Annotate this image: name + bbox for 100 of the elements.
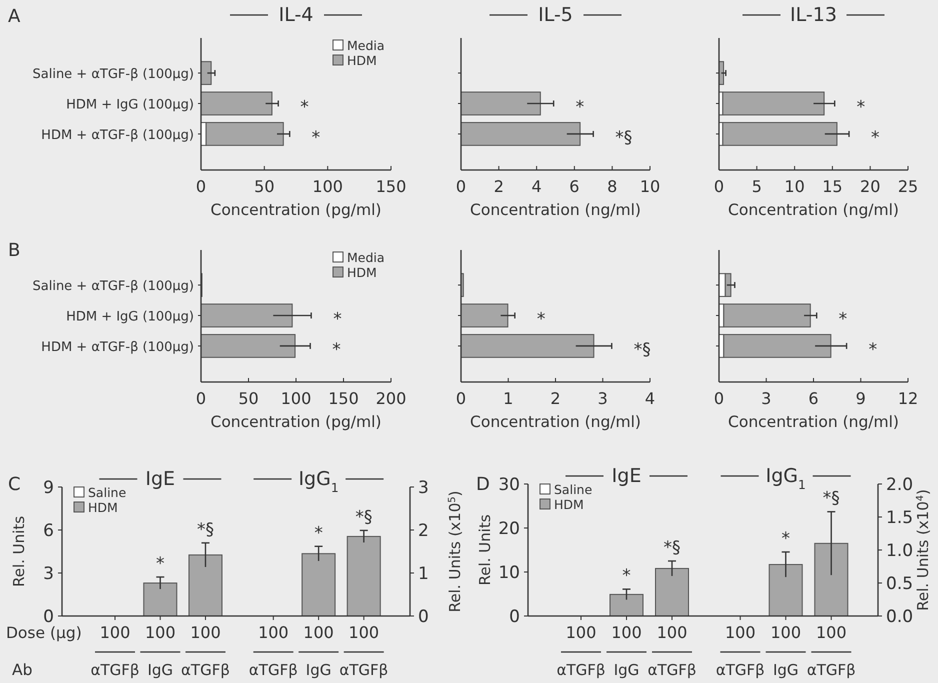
x-tick-label: 200	[376, 389, 406, 408]
x-tick-label: 25	[898, 177, 918, 196]
y2-tick-label: 2	[418, 521, 429, 541]
x-tick-label: 0	[714, 389, 724, 408]
chart-title: IgE	[145, 468, 176, 490]
x-tick-label: 100 αTGFβ	[248, 623, 298, 679]
x-tick-label: 4	[644, 389, 656, 408]
chart-subtitle: IgG$_{1}$	[298, 468, 339, 495]
text: A	[8, 6, 21, 27]
legend-label: HDM	[347, 53, 377, 68]
x-axis-title: Concentration (ng/ml)	[728, 413, 899, 431]
x-tick-label: 3	[598, 389, 608, 408]
annotation: *	[332, 340, 341, 360]
x-tick-label: 2	[494, 177, 504, 196]
y-tick-label: HDM + IgG (100μg)	[66, 310, 194, 324]
chart-title: IL-13	[790, 4, 837, 26]
y2-tick-label: 3	[418, 478, 429, 498]
y2-tick-label: 2.0	[886, 475, 914, 495]
annotation: *	[838, 310, 848, 330]
x-tick-label: 100 αTGFβ	[648, 623, 696, 679]
x-axis-title: Concentration (ng/ml)	[470, 413, 641, 431]
annotation: *§	[355, 507, 372, 528]
y-tick-label: 0	[509, 607, 520, 627]
y-tick-label: 3	[43, 564, 54, 584]
annotation: *§	[664, 538, 680, 558]
x-tick-label: 100 αTGFβ	[90, 623, 140, 679]
annotation: *§	[196, 520, 214, 540]
y-tick-label: 20	[498, 519, 520, 539]
legend-label: Saline	[88, 485, 126, 500]
y2-tick-label: 1	[418, 564, 429, 584]
x-tick-label: 5	[752, 177, 762, 196]
x-axis-title: Concentration (pg/ml)	[210, 201, 382, 219]
y2-tick-label: 1.0	[886, 541, 914, 561]
legend-label: HDM	[347, 265, 377, 280]
x-tick-label: 100	[280, 389, 312, 408]
x-tick-label: 150	[376, 177, 406, 196]
annotation: *	[300, 98, 309, 118]
legend-label: HDM	[554, 497, 584, 512]
x-tick-label: 50	[254, 177, 275, 196]
y-axis-title: Rel. Units	[10, 516, 28, 588]
x-tick-label: 100 αTGFβ	[556, 623, 606, 679]
x-tick-label: 2	[550, 389, 561, 408]
x-tick-label: 100 αTGFβ	[181, 623, 230, 679]
annotation: *	[312, 128, 320, 148]
legend-label: Media	[347, 38, 385, 53]
annotation: *	[576, 98, 584, 118]
y-tick-label: HDM + IgG (100μg)	[66, 98, 194, 112]
y-tick-label: Saline + αTGF-β (100μg)	[32, 279, 194, 294]
annotation: *	[856, 98, 866, 118]
x-tick-label: 10	[640, 177, 660, 196]
text: B	[8, 240, 20, 261]
annotation: *	[868, 340, 878, 360]
annotation: *	[156, 554, 164, 574]
chart-subtitle: IgG$_{1}$	[766, 465, 806, 492]
x-tick-label: 6	[569, 177, 580, 196]
annotation: *	[314, 523, 323, 544]
annotation: *	[622, 566, 631, 586]
y-tick-label: Saline + αTGF-β (100μg)	[32, 67, 194, 82]
x-tick-label: 15	[822, 177, 843, 196]
y2-tick-label: 1.5	[886, 508, 914, 528]
text: C	[8, 474, 21, 495]
x-tick-label: 100 IgG	[770, 623, 802, 679]
x-tick-label: 1	[503, 389, 514, 408]
x-axis-title: Concentration (pg/ml)	[210, 413, 382, 431]
annotation: *	[782, 528, 790, 549]
x-tick-label: 0	[196, 177, 206, 196]
x-tick-label: 0	[714, 177, 724, 196]
annotation: *§	[822, 488, 840, 509]
y-tick-label: HDM + αTGF-β (100μg)	[41, 128, 194, 143]
y-tick-label: 10	[498, 563, 520, 583]
x-tick-label: 100 αTGFβ	[806, 623, 856, 679]
text: D	[476, 474, 490, 495]
y-tick-label: 9	[43, 478, 54, 498]
x-tick-label: 9	[856, 389, 866, 408]
x-tick-label: 4	[532, 177, 542, 196]
x-tick-label: 8	[607, 177, 618, 196]
legend-label: Media	[347, 250, 385, 265]
x-tick-label: 100 IgG	[303, 623, 334, 679]
x-axis-title: Concentration (ng/ml)	[728, 201, 899, 219]
x-tick-label: 50	[238, 389, 259, 408]
x-tick-label: 0	[196, 389, 206, 408]
legend-label: HDM	[88, 500, 118, 515]
y-tick-label: 6	[43, 521, 54, 541]
y-tick-label: 0	[43, 607, 54, 627]
text: Ab	[12, 661, 32, 679]
x-tick-label: 150	[328, 389, 359, 408]
y-axis-title: Rel. Units	[476, 514, 494, 586]
text: Dose (μg)	[6, 624, 82, 642]
x-tick-label: 100	[312, 177, 343, 196]
x-tick-label: 20	[860, 177, 880, 196]
y2-tick-label: 0.0	[886, 607, 914, 627]
chart-title: IL-4	[278, 4, 314, 26]
y2-tick-label: 0	[418, 607, 429, 627]
annotation: *	[871, 128, 880, 148]
x-tick-label: 100 IgG	[611, 623, 642, 679]
x-tick-label: 3	[761, 389, 772, 408]
chart-title: IL-5	[538, 4, 573, 26]
x-tick-label: 100 αTGFβ	[716, 623, 765, 679]
x-tick-label: 0	[456, 389, 466, 408]
x-tick-label: 0	[456, 177, 466, 196]
